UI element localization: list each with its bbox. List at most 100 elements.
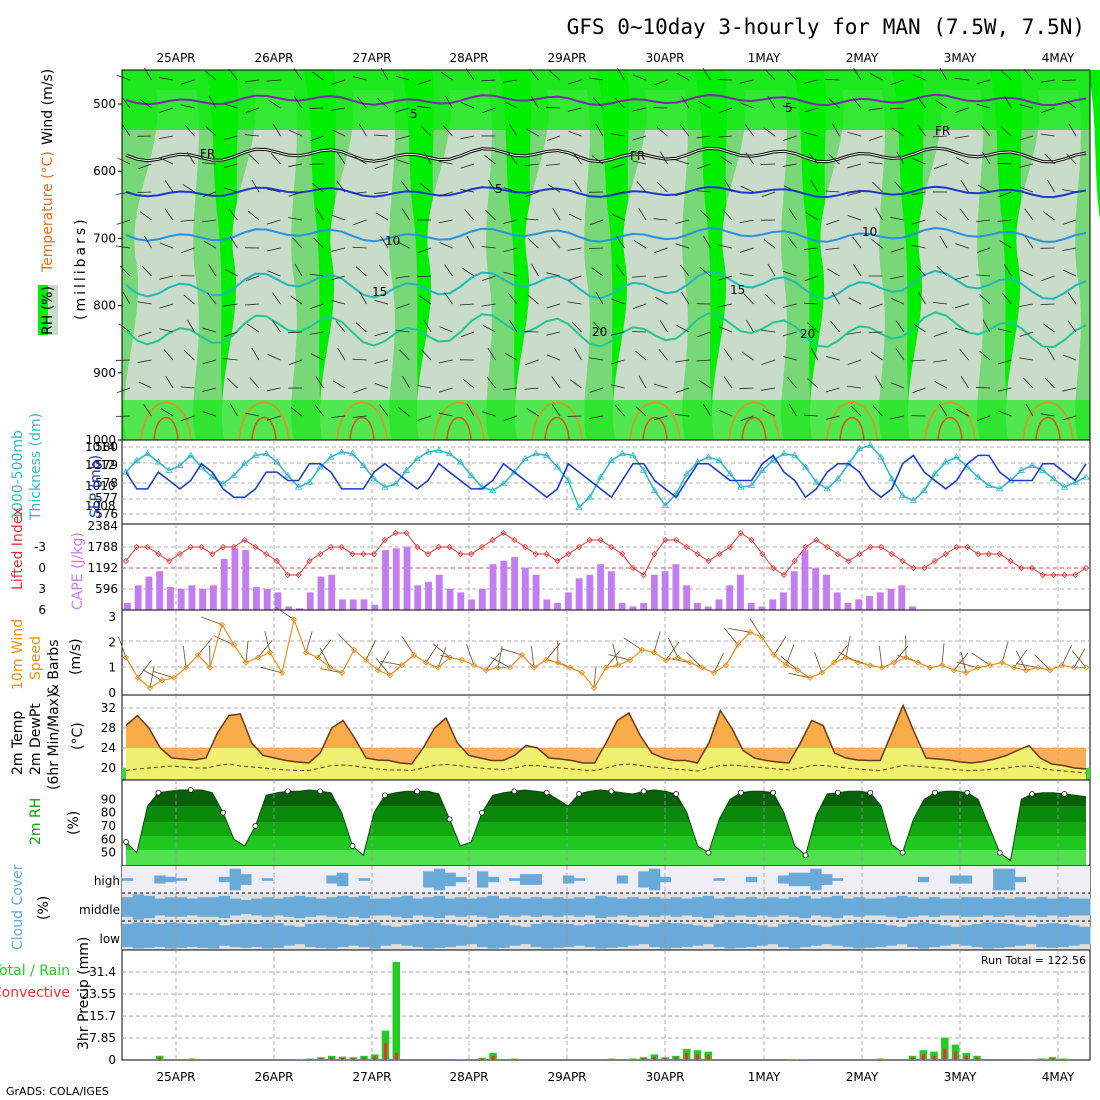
cloud-bar (799, 872, 811, 887)
wind-barb-staff (808, 153, 819, 165)
cloud-bar (788, 872, 801, 887)
wind-barb-staff (675, 243, 690, 249)
isotherm-30 (1035, 417, 1061, 441)
cloud-bar (401, 925, 413, 946)
wind-barb-staff (1043, 211, 1055, 221)
lifted-index-line (122, 529, 1090, 579)
wind-barb-staff (610, 331, 625, 336)
li-marker (543, 550, 550, 558)
li-marker (1082, 564, 1090, 572)
cape-bar (780, 592, 787, 610)
isotherm-25 (826, 401, 878, 441)
wind-barb-staff (681, 291, 690, 305)
bottom-date-30APR: 30APR (645, 1070, 684, 1084)
wind-barb-staff (460, 102, 475, 109)
wind-barb-staff (228, 208, 238, 221)
wind-barb-staff (137, 359, 152, 363)
wind-barb-staff (681, 95, 690, 109)
thickness-line-marker (683, 470, 691, 477)
cloud-bar (347, 897, 360, 917)
thickness-line-marker (996, 485, 1004, 492)
wind-barb-staff (764, 293, 776, 305)
li-tick-3: 3 (38, 582, 46, 596)
cloud-bar (154, 875, 166, 884)
wind-barb-staff (482, 275, 496, 281)
thickness-line-marker (499, 480, 508, 487)
wind-barb-10m (500, 648, 523, 656)
wind-barb-staff (227, 377, 238, 389)
wind-barb-staff (159, 77, 174, 81)
wind-barb-staff (1066, 153, 1077, 165)
wind-barb-staff (224, 331, 238, 337)
rh-marker (349, 843, 356, 849)
wind-barb-staff (287, 331, 303, 334)
wind-barb-staff (632, 107, 647, 112)
slp-axis-label: SLP (mb) (88, 455, 104, 518)
wind-barb-staff (116, 245, 131, 249)
rh-dry-region (809, 90, 885, 440)
cloud-bar (864, 898, 876, 916)
wind-barb-staff (1062, 247, 1077, 252)
wind-barb-10m (201, 616, 223, 625)
wind-barb-staff (676, 325, 690, 333)
wind-speed-marker (614, 661, 622, 669)
temp-area-yellow (126, 705, 1086, 780)
bottom-date-4MAY: 4MAY (1042, 1070, 1075, 1084)
wind-barb-staff (203, 240, 217, 249)
cloud-bar (821, 874, 833, 885)
cloud-bar (240, 923, 252, 948)
cloud-level-low: low (100, 932, 121, 946)
isotherm-25 (433, 401, 485, 441)
li-marker (317, 550, 324, 558)
wind-barb-staff (573, 180, 582, 193)
cloud-bar (1046, 923, 1059, 948)
wind-barb-staff (1023, 377, 1034, 389)
wind-barb-staff (208, 263, 217, 277)
wind-barb-staff (610, 384, 625, 389)
cloud-bar (821, 897, 833, 917)
isotherm-30 (349, 417, 375, 441)
cape-bar (166, 587, 174, 610)
cape-bar (403, 546, 411, 610)
wind-barb-staff (832, 123, 840, 137)
thickness-line-marker (521, 454, 529, 462)
wind-barb-staff (654, 79, 668, 86)
thickness-tick-576: 576 (95, 507, 118, 521)
wind-barb-staff (632, 275, 647, 278)
cape-tick-1788: 1788 (87, 540, 118, 554)
wind-barb-staff (122, 291, 131, 305)
cloud-bar (681, 923, 693, 948)
temp-tick-32: 32 (101, 701, 116, 715)
wind-barb-staff (292, 237, 303, 249)
wind-barb-staff (293, 96, 303, 109)
isotherm-20 (125, 311, 1087, 349)
wind-barb-staff (939, 235, 948, 249)
wind-barb-staff (462, 378, 475, 389)
rh-legend-swatch-light (48, 285, 58, 335)
pressure-tick-900: 900 (93, 366, 116, 380)
wind-barb-staff (524, 218, 539, 221)
wind-barb-staff (654, 247, 668, 253)
top-date-27APR: 27APR (352, 51, 391, 65)
cloud-bar (519, 898, 532, 916)
wind-barb-staff (635, 406, 647, 417)
wind-barb-staff (116, 191, 131, 195)
wind-barb-staff (164, 208, 174, 221)
run-total-label: Run Total = 122.56 (981, 954, 1086, 967)
wind-speed-marker (758, 634, 766, 641)
li-marker (964, 543, 971, 551)
wind-barb-staff (247, 210, 260, 221)
wind-barb-staff (462, 267, 475, 277)
wind-speed-marker (494, 664, 502, 671)
wind-barb-staff (524, 331, 539, 333)
wind-barb-staff (202, 359, 217, 365)
wind-barb-staff (589, 415, 604, 419)
rh-upper-band (122, 70, 1090, 130)
wind-barb-staff (917, 291, 926, 305)
wind-barb-staff (739, 219, 754, 224)
cape-bars (123, 546, 916, 610)
wind-barb-staff (202, 387, 217, 392)
cloud-bar (1014, 876, 1026, 883)
slp-tick-1008: 1008 (85, 499, 116, 513)
